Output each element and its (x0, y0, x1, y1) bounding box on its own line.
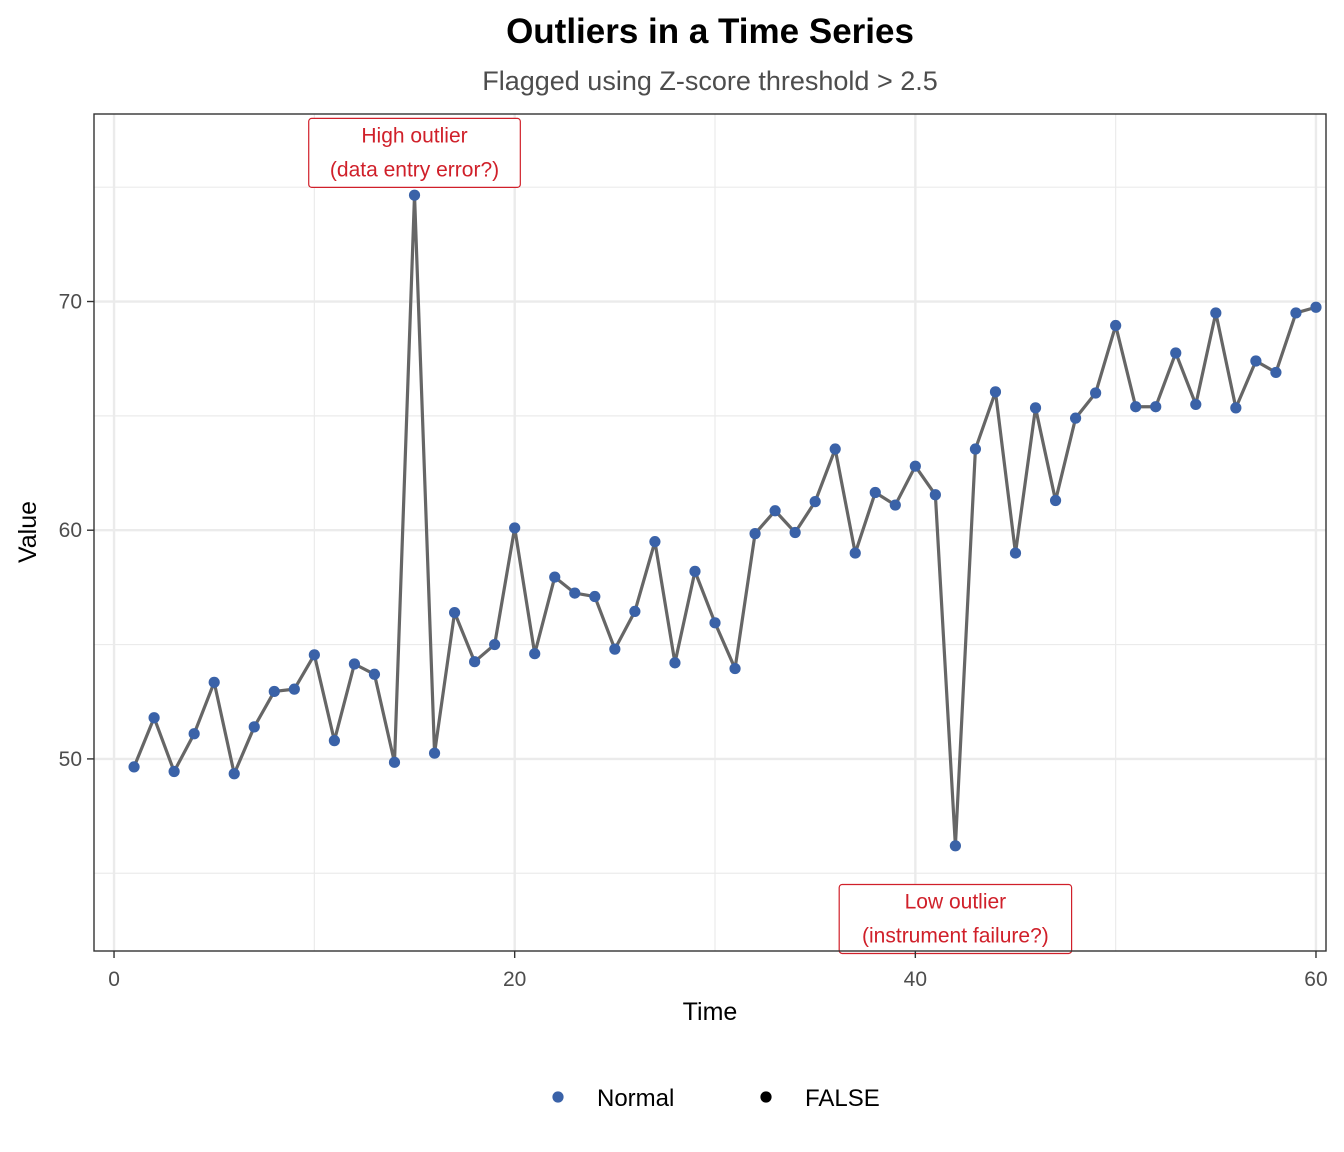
data-point (1029, 402, 1042, 414)
grid-lines (94, 114, 1326, 951)
data-point (809, 496, 821, 508)
data-point (669, 657, 681, 669)
data-point (288, 683, 300, 695)
x-axis-title: Time (683, 998, 738, 1026)
data-point (1090, 387, 1102, 399)
data-point (649, 536, 661, 548)
data-point (1110, 319, 1122, 332)
data-point (1069, 412, 1082, 424)
data-point (529, 648, 541, 660)
x-tick-label: 20 (503, 968, 526, 991)
annotation-text: (instrument failure?) (862, 924, 1049, 947)
annotation-text: (data entry error?) (330, 158, 499, 181)
data-point (969, 443, 982, 455)
data-point (709, 617, 721, 629)
x-tick-label: 60 (1304, 968, 1327, 991)
data-point (448, 606, 461, 619)
data-point (849, 547, 861, 559)
y-tick-label: 60 (59, 519, 82, 542)
y-axis-title: Value (14, 501, 42, 563)
data-point (549, 571, 561, 583)
data-point (769, 505, 781, 517)
data-point (188, 728, 200, 740)
legend-item: Normal (552, 1085, 674, 1112)
y-tick-label: 70 (59, 291, 82, 314)
data-point (1150, 401, 1162, 413)
data-point (208, 676, 220, 688)
data-point (749, 528, 761, 540)
legend-item: FALSE (760, 1085, 880, 1112)
x-tick-label: 40 (904, 968, 927, 991)
data-point (1310, 301, 1322, 313)
data-point (1170, 347, 1182, 359)
data-point (368, 668, 381, 680)
data-point (328, 735, 340, 747)
data-point (629, 605, 641, 617)
data-point (1190, 398, 1202, 411)
annotation-label: Low outlier (instrument failure?) (838, 883, 1073, 955)
data-point (408, 189, 421, 201)
data-point (989, 386, 1002, 398)
data-points-layer (128, 189, 1322, 852)
annotation-box (838, 883, 1073, 955)
data-point (1210, 307, 1222, 319)
data-point (509, 522, 521, 534)
data-point (789, 526, 801, 539)
data-point (1250, 355, 1262, 367)
data-point (1009, 547, 1022, 559)
annotation-label: High outlier (data entry error?) (308, 117, 521, 188)
data-point (929, 489, 941, 501)
data-point (228, 768, 240, 780)
chart-title: Outliers in a Time Series (506, 12, 914, 51)
data-point (268, 685, 280, 698)
data-point (729, 662, 741, 675)
legend-label: FALSE (805, 1085, 880, 1112)
data-point (308, 649, 320, 661)
annotation-text: High outlier (361, 124, 467, 147)
data-point (869, 486, 881, 499)
data-point (469, 656, 481, 668)
annotation-text: Low outlier (905, 890, 1007, 913)
axis-ticks-layer: 0 20 40 60 50 60 70 (59, 291, 1328, 991)
chart-subtitle: Flagged using Z-score threshold > 2.5 (482, 66, 938, 96)
data-point (1130, 401, 1142, 413)
annotation-box (308, 117, 521, 188)
data-point (148, 712, 160, 724)
data-point (949, 840, 961, 852)
data-point (428, 747, 441, 759)
panel-border (93, 113, 1327, 952)
data-point (829, 443, 841, 455)
data-point (248, 721, 260, 733)
data-point (489, 638, 501, 651)
x-tick-label: 0 (108, 968, 120, 991)
data-point (1270, 366, 1282, 379)
data-point (889, 499, 901, 511)
data-point (589, 590, 601, 603)
y-tick-label: 50 (59, 748, 82, 771)
legend-key-marker (552, 1091, 564, 1103)
data-point (348, 658, 361, 670)
data-point (909, 460, 921, 472)
data-point (689, 565, 701, 577)
legend-label: Normal (597, 1085, 674, 1112)
data-point (1049, 494, 1062, 507)
data-point (569, 587, 581, 599)
legend: Normal FALSE (552, 1085, 880, 1112)
series-line-layer (132, 193, 1317, 848)
series-line (132, 193, 1317, 848)
data-point (128, 761, 140, 773)
data-point (1290, 307, 1302, 319)
annotations-layer: High outlier (data entry error?) Low outli… (308, 117, 1073, 955)
data-point (388, 756, 401, 768)
legend-key-marker (760, 1091, 772, 1103)
data-point (168, 765, 180, 778)
data-point (609, 643, 621, 655)
data-point (1230, 402, 1242, 414)
